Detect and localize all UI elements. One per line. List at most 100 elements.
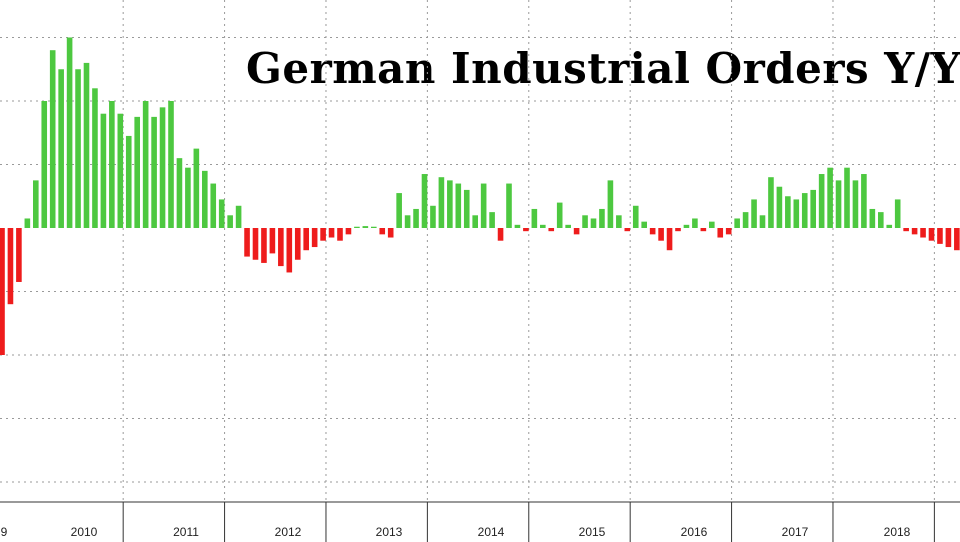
bar [573,228,580,235]
bar [168,101,174,228]
bar [235,205,242,228]
x-tick-label: 2017 [782,525,809,539]
bar [261,228,267,263]
x-tick-label: 9 [1,525,8,539]
bar [125,135,132,228]
x-tick-label: 2012 [275,525,302,539]
bar [937,228,943,244]
bar [751,199,757,228]
bar [742,212,749,228]
bar [649,228,656,235]
bar [844,167,850,228]
bar [894,199,901,228]
bar [616,215,622,228]
bar [159,107,166,228]
bar [582,215,588,228]
bar [41,101,48,228]
bar [641,221,647,228]
bar [438,177,445,228]
bar [810,189,816,228]
bar [692,218,698,228]
bar [7,228,14,305]
bar [16,228,22,282]
x-tick-label: 2015 [579,525,606,539]
bar [303,228,309,251]
x-tick-label: 2014 [478,525,505,539]
bar [371,226,377,228]
bar [776,186,783,228]
bar [109,101,115,228]
bar [278,228,284,267]
bar [286,228,293,273]
bar [869,208,876,228]
bar [413,208,419,228]
x-tick-label: 2016 [681,525,708,539]
bar [117,113,124,228]
bar [945,228,952,248]
bar [202,170,208,228]
bar [683,224,690,228]
bar [387,228,394,238]
gridlines [0,0,960,502]
bar [252,228,259,260]
bar [709,221,715,228]
bar [531,208,538,228]
bar [835,180,842,228]
chart-title: German Industrial Orders Y/Y [246,44,960,93]
bar [768,177,774,228]
x-axis: 9 2010 2011 2012 2013 2014 2015 2016 2017 2018 [0,501,960,542]
bar [861,174,867,228]
bar [430,205,436,228]
bar [725,228,732,235]
bar [58,69,64,228]
bar [142,101,149,228]
bar [785,196,791,228]
bar [362,226,369,228]
bar [92,88,98,228]
bar [0,228,5,355]
bar [447,180,453,228]
bar [759,215,766,228]
x-tick-label: 2018 [884,525,911,539]
bar [320,228,326,241]
bar [599,208,605,228]
bar [497,228,504,241]
bar [463,189,470,228]
bar [354,226,360,228]
bar [827,167,833,228]
bar [24,218,31,228]
bar [852,180,859,228]
bar [218,199,225,228]
bar [151,116,157,228]
bar [928,228,935,241]
bar [100,113,107,228]
bar [886,224,893,228]
bar [666,228,673,251]
bar [632,205,639,228]
bar [379,228,386,235]
bar [33,180,39,228]
bar [193,148,200,228]
bar [658,228,664,241]
bar [244,228,250,257]
bar [556,202,563,228]
bar [514,224,521,228]
bar [337,228,343,241]
bars [0,37,960,355]
bar [607,180,614,228]
bar [311,228,318,248]
bar [489,212,495,228]
bar [548,228,555,232]
bar [734,218,740,228]
bar [49,50,56,229]
bar [878,212,884,228]
bar [911,228,918,235]
bar [328,228,335,238]
bar [903,228,909,232]
bar [227,215,233,228]
bar [176,158,183,228]
x-tick-label: 2013 [376,525,403,539]
bar [75,69,81,228]
bar [818,174,825,228]
